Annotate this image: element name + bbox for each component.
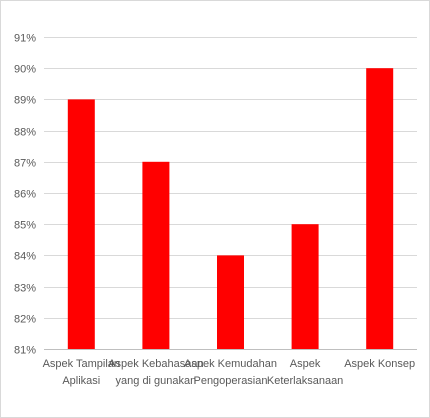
- y-tick-label: 90%: [14, 64, 36, 76]
- x-category-label-line: yang di gunakan: [116, 375, 197, 387]
- x-category-label-line: Pengoperasian: [193, 375, 267, 387]
- y-tick-label: 83%: [14, 283, 36, 295]
- x-category-label-line: Aspek Tampilan: [43, 358, 120, 370]
- y-tick-label: 89%: [14, 95, 36, 107]
- x-category-label-line: Aplikasi: [62, 375, 100, 387]
- x-category-label: Aspek Tampilan Aplikasi: [43, 358, 120, 387]
- x-category-label: Aspek Kebahasaan yang di gunakan: [108, 358, 203, 387]
- y-axis-tick-labels: 81% 82% 83% 84% 85% 86% 87% 88% 89% 90% 91%: [14, 33, 36, 357]
- y-tick-label: 81%: [14, 345, 36, 357]
- x-category-label-line: Aspek Kemudahan: [184, 358, 277, 370]
- y-tick-label: 88%: [14, 127, 36, 139]
- bars: [67, 68, 394, 350]
- x-category-label: Aspek Kemudahan Pengoperasian: [184, 358, 277, 387]
- x-category-label-line: Aspek: [290, 358, 321, 370]
- bar: [366, 68, 394, 349]
- bar: [142, 161, 170, 349]
- x-axis-category-labels: Aspek Tampilan Aplikasi Aspek Kebahasaan ya…: [43, 358, 416, 387]
- bar: [217, 255, 244, 349]
- y-tick-label: 87%: [14, 158, 36, 170]
- y-tick-label: 84%: [14, 251, 36, 263]
- y-tick-label: 86%: [14, 189, 36, 201]
- y-tick-label: 82%: [14, 314, 36, 326]
- y-tick-label: 91%: [14, 33, 36, 45]
- x-category-label-line: Aspek Kebahasaan: [108, 358, 203, 370]
- gridlines: [44, 37, 417, 319]
- y-tick-label: 85%: [14, 220, 36, 232]
- x-category-label: Aspek Keterlaksanaan: [267, 358, 343, 387]
- bar: [67, 99, 95, 350]
- x-category-label-line: Keterlaksanaan: [267, 375, 343, 387]
- bar: [291, 224, 319, 349]
- x-category-label-line: Aspek Konsep: [344, 358, 415, 370]
- x-category-label: Aspek Konsep: [344, 358, 415, 370]
